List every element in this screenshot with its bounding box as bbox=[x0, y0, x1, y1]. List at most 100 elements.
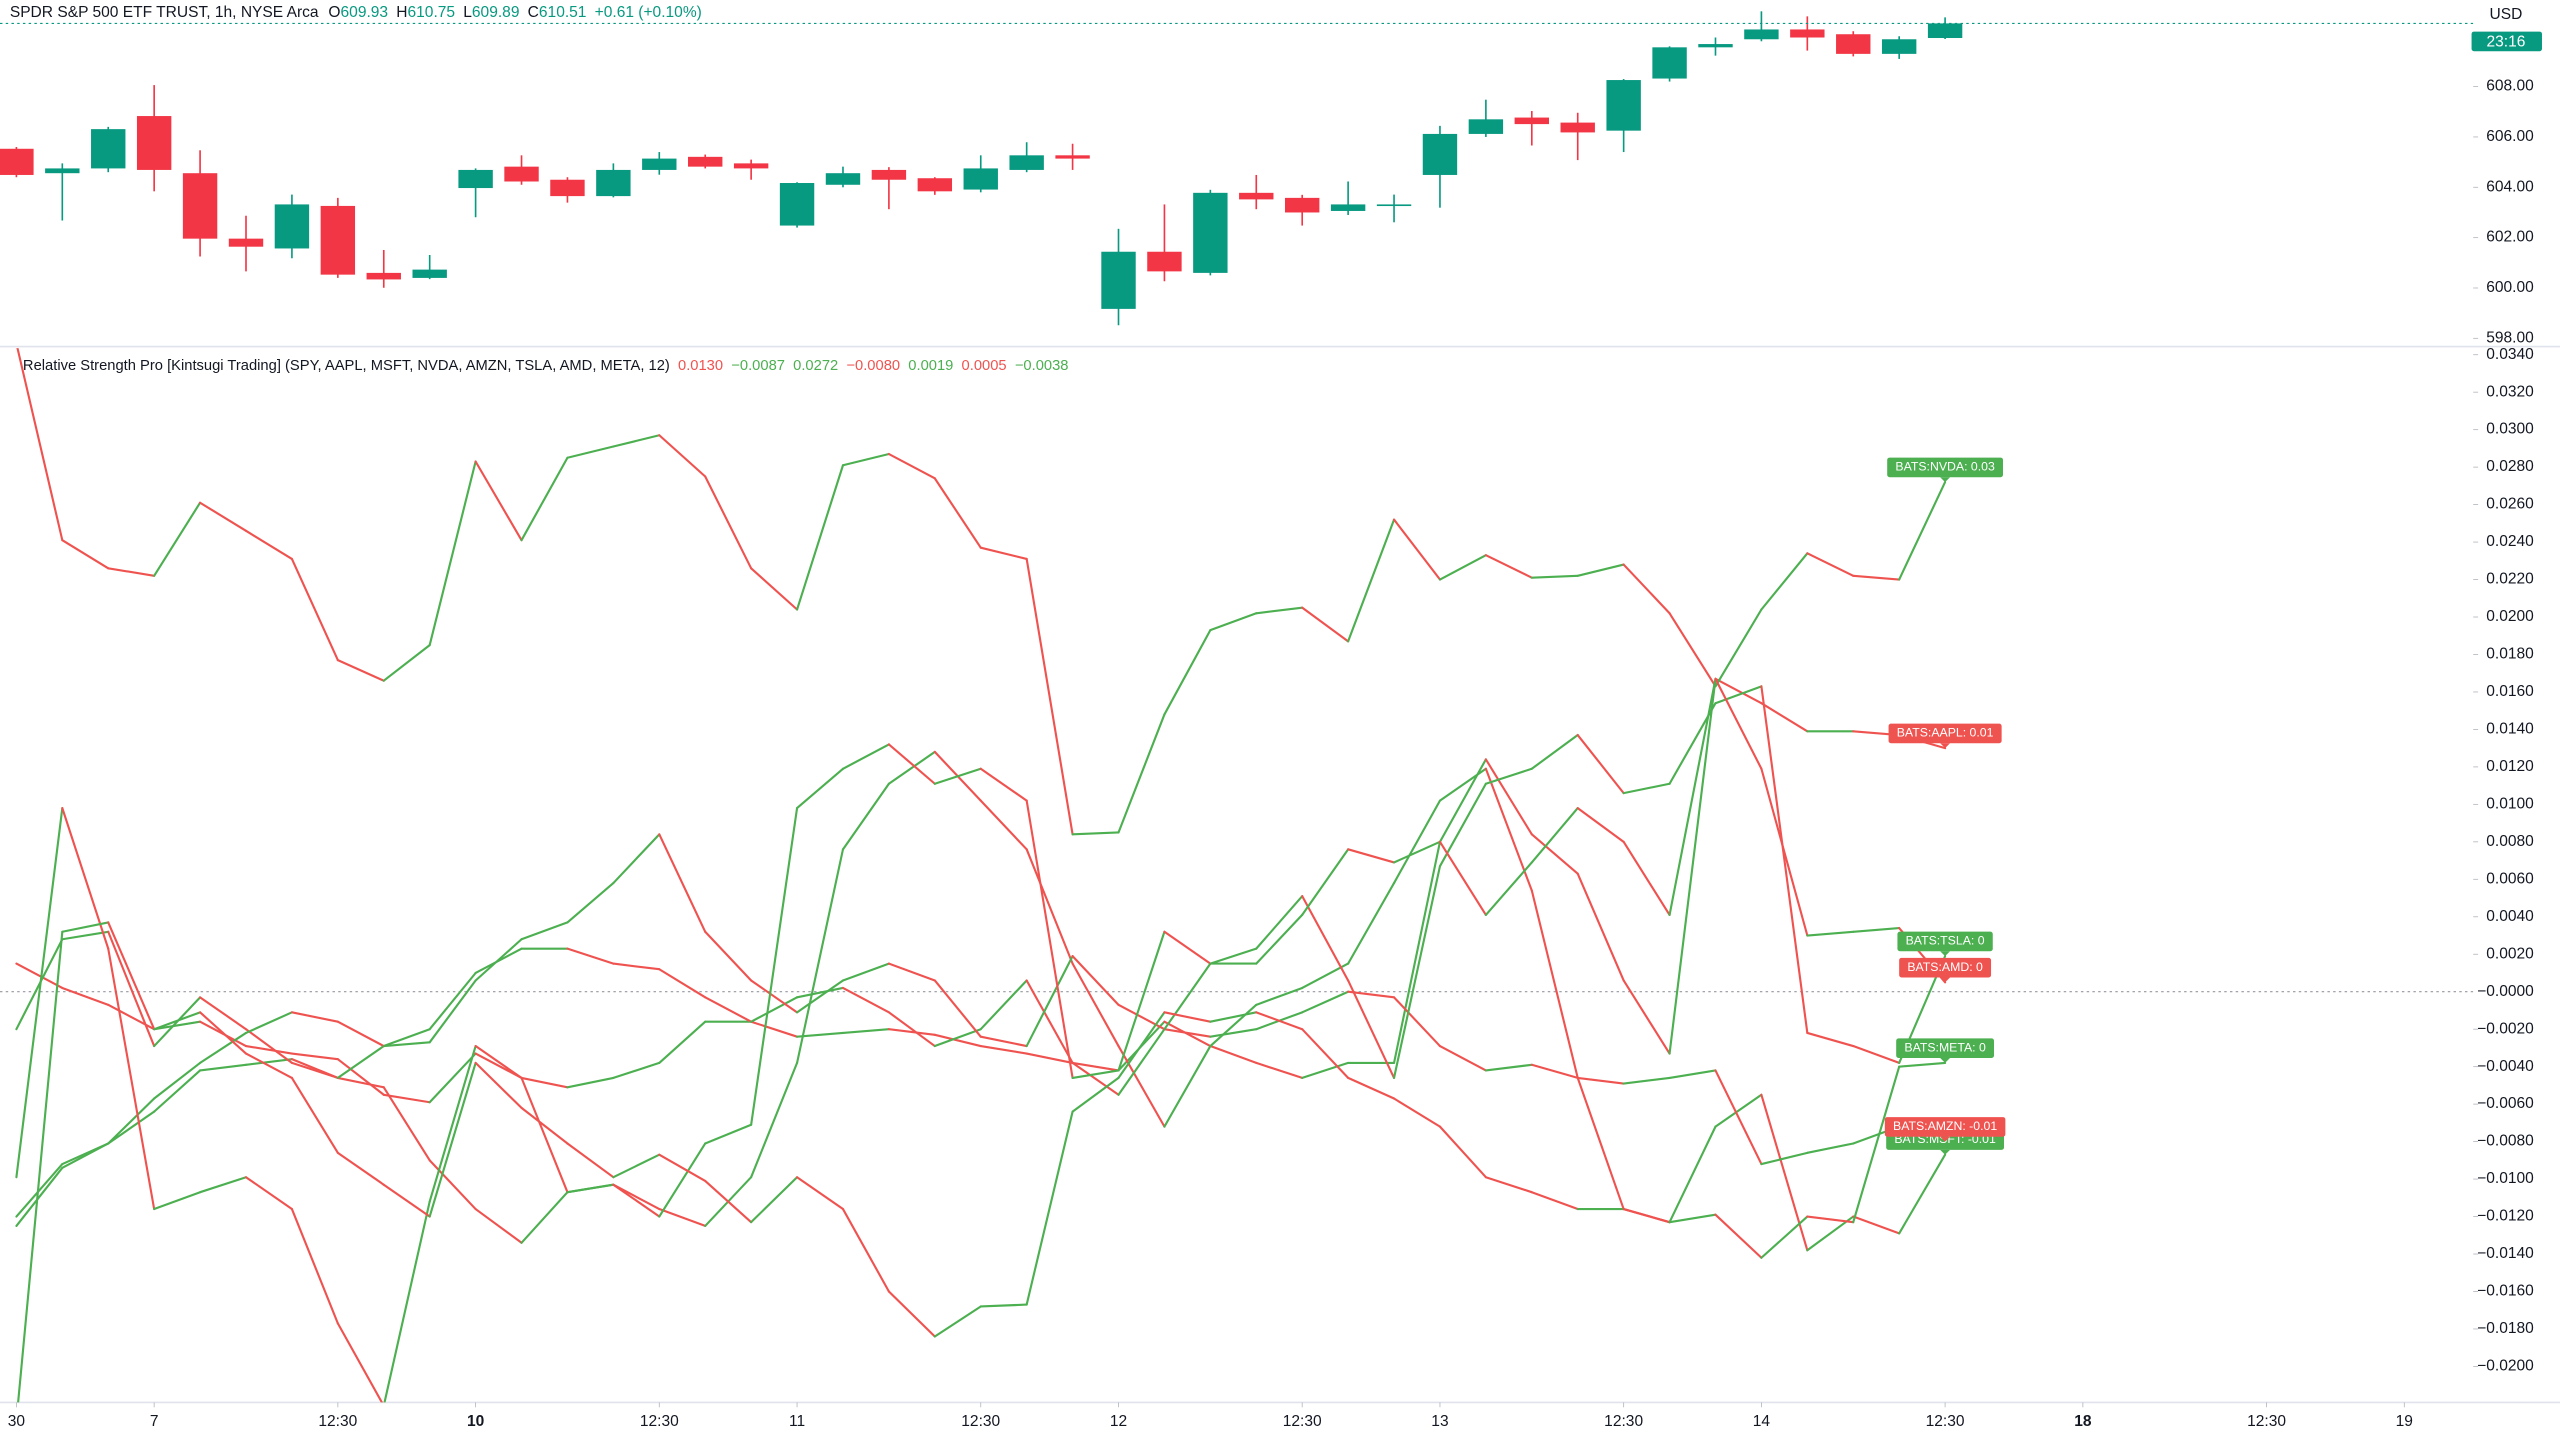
candle-body bbox=[504, 166, 539, 182]
rs-segment bbox=[750, 996, 799, 1023]
series-tag-label: BATS:NVDA: 0.03 bbox=[1895, 460, 1995, 474]
rs-segment bbox=[979, 1303, 1028, 1308]
rs-segment bbox=[1484, 861, 1533, 916]
ohlc-value: 609.93 bbox=[341, 4, 389, 21]
series-tag-box bbox=[1896, 1038, 1994, 1059]
rs-segment bbox=[704, 475, 753, 570]
rs-segment bbox=[704, 1179, 753, 1224]
rs-segment bbox=[336, 1151, 385, 1186]
countdown-tag bbox=[2471, 31, 2542, 52]
time-tick-label: 19 bbox=[2396, 1413, 2413, 1430]
rs-segment bbox=[1622, 782, 1671, 795]
series-tag-label: BATS:META: 0 bbox=[1904, 1040, 1986, 1054]
rs-segment bbox=[1117, 1028, 1166, 1096]
candle-body bbox=[596, 169, 631, 197]
rs-segment bbox=[1484, 1176, 1533, 1194]
rs-segment bbox=[107, 947, 156, 1211]
rs-segment bbox=[61, 807, 110, 950]
rs-segment bbox=[1668, 1069, 1717, 1079]
rs-segment bbox=[290, 557, 339, 662]
rs-segment bbox=[658, 434, 707, 478]
rs-segment bbox=[1255, 986, 1304, 1006]
rs-segment bbox=[612, 962, 661, 971]
rs-segment bbox=[153, 501, 202, 577]
rs-segment bbox=[1255, 606, 1304, 615]
rs-segment bbox=[1209, 1044, 1258, 1064]
price-tick-label: 598.00 bbox=[2486, 329, 2534, 346]
rs-segment bbox=[1117, 713, 1166, 834]
rs-segment bbox=[244, 529, 293, 560]
rs-segment bbox=[612, 1183, 661, 1218]
rs-segment bbox=[520, 1076, 569, 1089]
rs-segment bbox=[1209, 612, 1258, 632]
rs-segment bbox=[1025, 848, 1074, 965]
rs-segment bbox=[107, 930, 156, 1048]
candle-body bbox=[0, 148, 34, 175]
symbol-title: SPDR S&P 500 ETF TRUST, 1h, NYSE Arca bbox=[10, 4, 319, 21]
rs-segment bbox=[1392, 799, 1442, 885]
rs-segment bbox=[153, 1069, 202, 1113]
rs-segment bbox=[1117, 930, 1166, 1072]
rs-segment bbox=[1163, 1028, 1212, 1038]
rs-segment bbox=[1392, 865, 1442, 1079]
rs-segment bbox=[1392, 996, 1442, 1048]
rs-segment bbox=[750, 1061, 799, 1179]
series-tag-box bbox=[1899, 957, 1992, 978]
rs-segment bbox=[1576, 1076, 1625, 1211]
rs-segment bbox=[612, 1061, 661, 1079]
candle-body bbox=[136, 116, 172, 170]
rs-segment bbox=[290, 1011, 339, 1023]
rs-segment bbox=[887, 962, 936, 982]
rs-segment bbox=[1714, 608, 1763, 688]
candle-body bbox=[1284, 197, 1320, 213]
time-tick-label: 10 bbox=[467, 1413, 484, 1430]
rs-segment bbox=[199, 1031, 248, 1064]
rs-segment bbox=[1347, 990, 1396, 999]
rs-segment bbox=[199, 1176, 248, 1194]
rs-segment bbox=[1438, 840, 1487, 916]
price-pane bbox=[0, 11, 2474, 326]
candle-body bbox=[917, 178, 953, 192]
rs-segment bbox=[1255, 913, 1304, 965]
rs-segment bbox=[428, 1159, 477, 1211]
rs-segment bbox=[153, 1020, 202, 1031]
rs-segment bbox=[887, 1011, 936, 1048]
rs-segment bbox=[383, 1200, 431, 1403]
rs-segment bbox=[1530, 889, 1579, 1079]
rs-segment bbox=[61, 986, 110, 1006]
rs-segment bbox=[1760, 1215, 1809, 1259]
indicator-tick-label: −0.0160 bbox=[2477, 1283, 2534, 1300]
rs-segment bbox=[244, 1011, 293, 1035]
rs-segment bbox=[336, 1020, 385, 1048]
rs-segment bbox=[1484, 1063, 1533, 1072]
rs-segment bbox=[1622, 979, 1671, 1055]
rs-segment bbox=[153, 1061, 202, 1100]
time-tick-label: 12:30 bbox=[961, 1413, 1000, 1430]
time-tick-label: 13 bbox=[1431, 1413, 1448, 1430]
rs-segment bbox=[336, 1058, 385, 1096]
candle-body bbox=[1927, 23, 1963, 39]
candle-body bbox=[1147, 251, 1182, 272]
rs-segment bbox=[887, 1290, 936, 1338]
series-tag-box bbox=[1887, 457, 2003, 478]
rs-segment bbox=[1392, 840, 1442, 1064]
candle-body bbox=[1744, 29, 1779, 40]
rs-segment bbox=[1576, 807, 1625, 843]
rs-segment bbox=[795, 1031, 845, 1038]
rs-segment bbox=[658, 1207, 707, 1227]
ohlc-value: 610.51 bbox=[539, 4, 587, 21]
candle-body bbox=[688, 156, 723, 167]
legend-value: 0.0130 bbox=[678, 358, 723, 374]
rs-segment bbox=[1530, 733, 1579, 770]
rs-segment bbox=[1852, 1215, 1901, 1235]
rs-segment bbox=[244, 1052, 293, 1079]
rs-segment bbox=[795, 464, 845, 611]
indicator-tick-label: 0.0140 bbox=[2486, 721, 2534, 738]
rs-segment bbox=[933, 477, 982, 549]
rs-segment bbox=[244, 1044, 293, 1055]
rs-segment bbox=[1255, 1011, 1304, 1031]
rs-segment bbox=[1714, 1069, 1763, 1166]
rs-segment bbox=[1622, 1207, 1671, 1224]
rs-segment bbox=[1530, 574, 1579, 579]
rs-segment bbox=[1163, 930, 1212, 965]
